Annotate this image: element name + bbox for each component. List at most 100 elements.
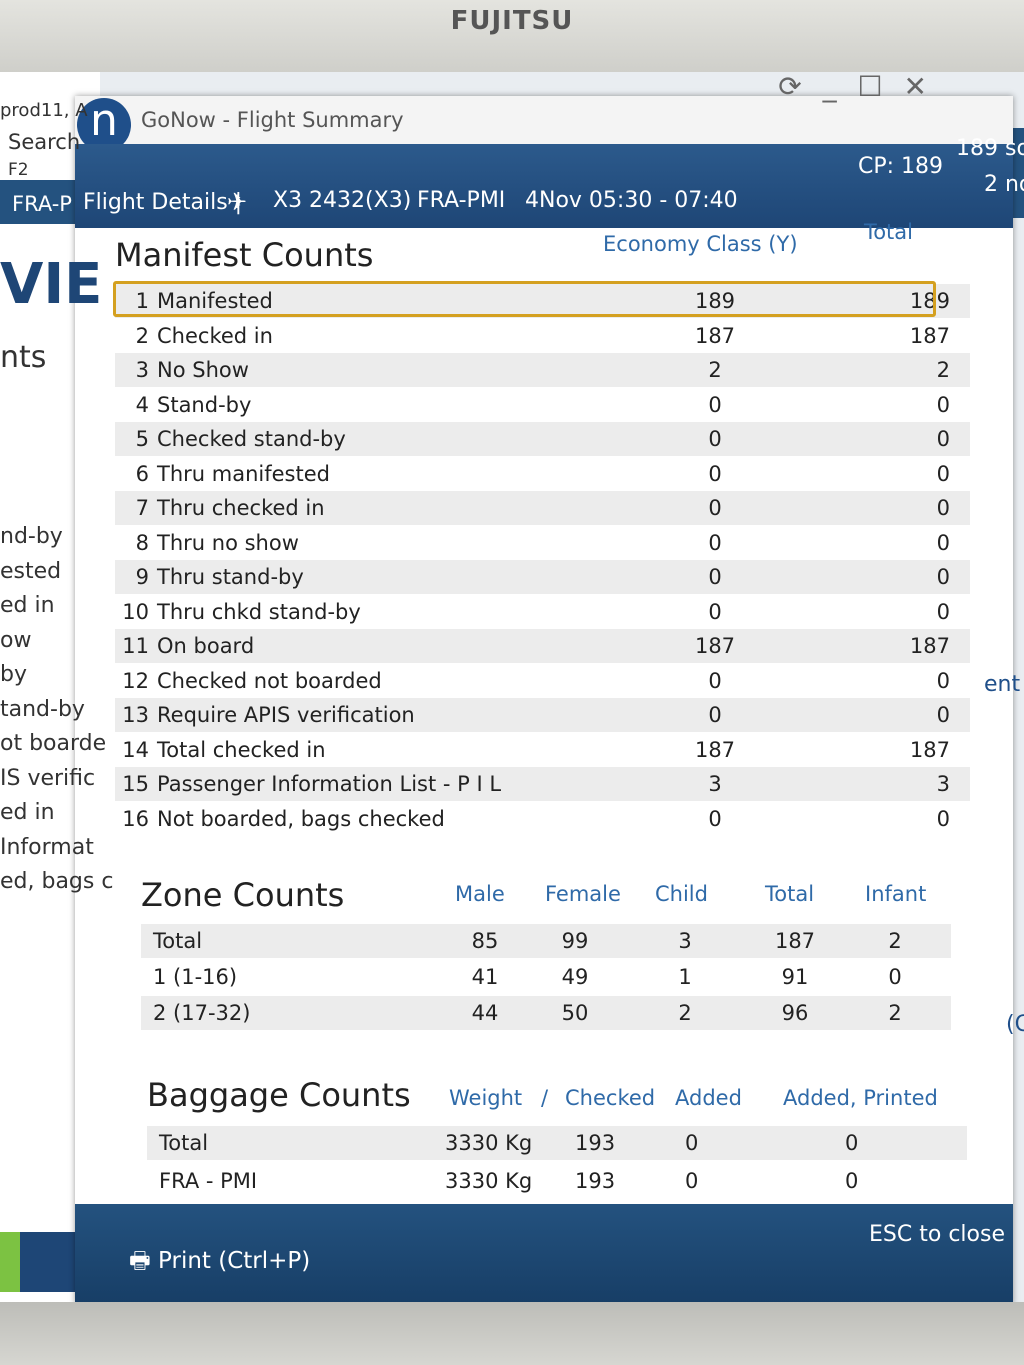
total-count: 0 — [936, 599, 950, 624]
economy-count: 0 — [708, 530, 722, 555]
column-header: Economy Class (Y) — [603, 232, 798, 256]
total-count: 187 — [909, 737, 950, 762]
economy-count: 0 — [708, 703, 722, 727]
total-count: 189 — [909, 289, 950, 313]
section-title: Manifest Counts — [115, 236, 374, 274]
economy-count: 189 — [694, 289, 736, 313]
row-number: 5 — [135, 427, 149, 451]
print-button[interactable]: 🖶 Print (Ctrl+P) — [129, 1248, 311, 1274]
zone-count: 85 — [471, 929, 499, 953]
baggage-value: 3330 Kg — [445, 1169, 533, 1193]
background-text: ed, bags c — [0, 869, 114, 894]
total-count: 187 — [909, 634, 950, 658]
zone-label: Total — [153, 929, 203, 953]
zone-count: 41 — [471, 965, 499, 989]
economy-count: 0 — [708, 599, 722, 624]
economy-count: 187 — [694, 323, 736, 348]
app-logo: n — [77, 98, 131, 152]
monitor-bezel: FUJITSU — [0, 0, 1024, 72]
background-text: nd-by — [0, 524, 63, 549]
zone-count: 91 — [781, 965, 809, 989]
zone-label: 2 (17-32) — [153, 1001, 251, 1025]
baggage-value: 3330 Kg — [445, 1131, 533, 1155]
total-count: 0 — [936, 565, 950, 589]
baggage-value: 0 — [845, 1131, 859, 1155]
manifest-row: 6 Thru manifested 0 0 — [115, 457, 970, 491]
background-text: Search — [8, 130, 81, 154]
background-text: ested — [0, 558, 62, 584]
background-text: VIE — [0, 252, 103, 317]
row-label: On board — [157, 634, 255, 658]
zone-count: 44 — [471, 1001, 499, 1025]
close-hint[interactable]: ESC to close — [869, 1222, 1005, 1247]
background-text: 2 no — [984, 172, 1024, 197]
baggage-value: 0 — [685, 1131, 699, 1155]
baggage-label: Total — [159, 1131, 209, 1155]
window-title: GoNow - Flight Summary — [141, 108, 404, 132]
baggage-label: FRA - PMI — [159, 1169, 258, 1193]
zone-count: 96 — [781, 1001, 809, 1025]
summary-body: Manifest Counts Economy Class (Y) Total 1 Ma… — [75, 220, 1013, 1204]
manifest-row: 8 Thru no show 0 0 — [115, 526, 970, 560]
row-number: 9 — [135, 565, 149, 589]
column-header: Added, Printed — [783, 1086, 938, 1110]
background-text: ed in — [0, 593, 55, 618]
economy-count: 0 — [708, 461, 722, 486]
total-count: 3 — [936, 772, 950, 796]
column-header: Total — [765, 882, 815, 906]
total-count: 0 — [936, 496, 950, 520]
row-label: Checked stand-by — [157, 427, 346, 451]
baggage-row: Total 3330 Kg 193 0 0 — [147, 1126, 967, 1160]
column-header: Added — [675, 1086, 742, 1110]
manifest-row: 9 Thru stand-by 0 0 — [115, 560, 970, 594]
row-label: Manifested — [157, 289, 273, 313]
monitor-bezel — [0, 1302, 1024, 1365]
selected-row-highlight — [113, 281, 936, 317]
manifest-row: 7 Thru checked in 0 0 — [115, 491, 970, 525]
row-number: 14 — [122, 737, 149, 762]
total-count: 187 — [909, 323, 950, 348]
total-count: 0 — [936, 427, 950, 451]
row-label: Stand-by — [157, 392, 252, 417]
row-number: 1 — [135, 289, 149, 313]
window-controls[interactable]: ⟳ _ ☐ ✕ — [778, 72, 933, 103]
column-header: Female — [545, 882, 621, 906]
zone-count: 187 — [774, 929, 816, 953]
flight-number: X3 2432(X3) — [273, 188, 412, 213]
row-label: Thru no show — [157, 530, 299, 555]
background-text: tand-by — [0, 696, 85, 722]
footer-bar: 🖶 Print (Ctrl+P) ESC to close — [75, 1204, 1013, 1302]
manifest-row: 14 Total checked in 187 187 — [115, 733, 970, 767]
manifest-row: 15 Passenger Information List - P I L 3 3 — [115, 767, 970, 801]
row-label: Passenger Information List - P I L — [157, 772, 502, 796]
background-text: ow — [0, 627, 32, 653]
economy-count: 0 — [708, 496, 722, 520]
column-header: Total — [863, 220, 913, 244]
background-text: F2 — [8, 160, 29, 180]
total-count: 2 — [936, 358, 950, 382]
row-number: 4 — [135, 392, 149, 417]
economy-count: 0 — [708, 427, 722, 451]
row-label: Checked in — [157, 323, 273, 348]
background-text: IS verific — [0, 765, 96, 791]
section-title: Baggage Counts — [147, 1076, 411, 1114]
flight-header: Flight Details | ✈ X3 2432(X3) FRA-PMI 4… — [75, 144, 1013, 228]
desktop: GoNow - Flight Summary n ⟳ _ ☐ ✕ Flight … — [0, 72, 1024, 1302]
background-text: by — [0, 662, 27, 687]
print-label[interactable]: Print (Ctrl+P) — [158, 1248, 311, 1274]
zone-count: 0 — [888, 965, 902, 989]
manifest-row: 11 On board 187 187 — [115, 629, 970, 663]
flight-summary-window: GoNow - Flight Summary n ⟳ _ ☐ ✕ Flight … — [75, 72, 1013, 1302]
baggage-value: 193 — [575, 1131, 616, 1155]
row-label: Require APIS verification — [157, 703, 415, 727]
row-number: 7 — [135, 496, 149, 520]
zone-label: 1 (1-16) — [153, 965, 238, 989]
row-label: No Show — [157, 358, 249, 382]
row-number: 13 — [122, 703, 149, 727]
manifest-row: 1 Manifested 189 189 — [115, 284, 970, 318]
row-number: 12 — [122, 668, 149, 693]
baggage-row: FRA - PMI 3330 Kg 193 0 0 — [147, 1164, 967, 1198]
background-text: ed in — [0, 800, 55, 825]
zone-count: 2 — [888, 1001, 902, 1025]
